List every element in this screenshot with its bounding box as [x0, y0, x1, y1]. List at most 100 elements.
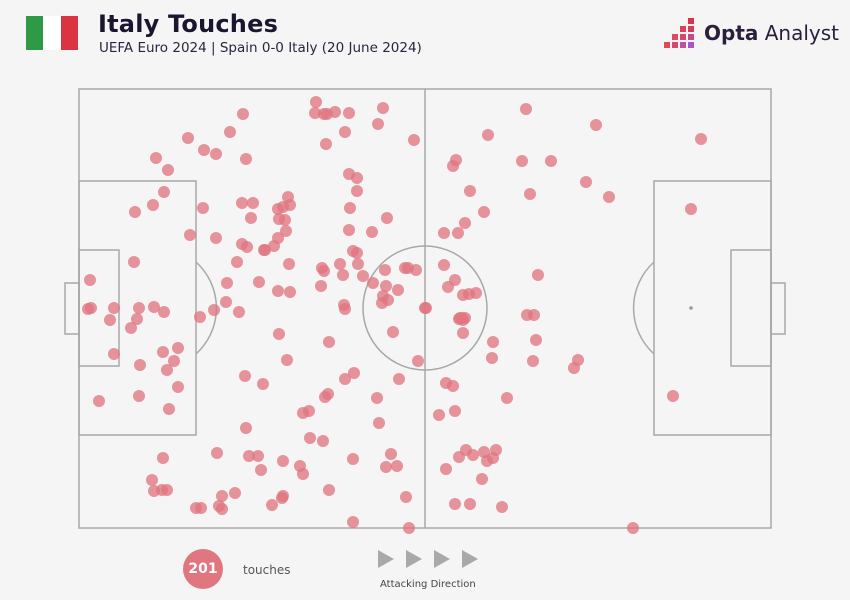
touch-dot [447, 380, 459, 392]
touch-dot [449, 405, 461, 417]
italy-flag-icon [26, 16, 78, 50]
touch-dot [309, 107, 321, 119]
touch-dot [272, 285, 284, 297]
touch-dot [283, 258, 295, 270]
right-penalty-arc [632, 261, 655, 355]
touch-dot [297, 468, 309, 480]
touch-dot [247, 197, 259, 209]
touch-dot [447, 160, 459, 172]
touch-dot [233, 306, 245, 318]
touch-dot [393, 373, 405, 385]
touch-dot [182, 132, 194, 144]
touch-dot [440, 463, 452, 475]
touch-dot [487, 452, 499, 464]
touch-dot [158, 186, 170, 198]
flag-red-stripe [60, 16, 78, 50]
touch-dot [524, 188, 536, 200]
touch-dot [410, 264, 422, 276]
touch-dot [464, 498, 476, 510]
touch-dot [568, 362, 580, 374]
opta-analyst-logo: Opta Analyst [664, 18, 839, 48]
touch-dot [412, 355, 424, 367]
touch-dot [387, 326, 399, 338]
touch-dot [194, 311, 206, 323]
touch-dot [146, 474, 158, 486]
touch-dot [148, 301, 160, 313]
touch-dot [695, 133, 707, 145]
touch-dot [486, 352, 498, 364]
touch-dot [478, 206, 490, 218]
touch-dot [258, 244, 270, 256]
brand-bold: Opta [704, 21, 759, 45]
touch-dot [352, 258, 364, 270]
touch-dot [211, 447, 223, 459]
touch-dot [243, 450, 255, 462]
touch-dot [168, 355, 180, 367]
touch-dot [210, 232, 222, 244]
touch-dot [208, 304, 220, 316]
touch-dot [128, 256, 140, 268]
touch-dot [85, 302, 97, 314]
touch-dot [351, 172, 363, 184]
touch-dot [252, 450, 264, 462]
touch-dot [231, 256, 243, 268]
touch-dot [603, 191, 615, 203]
touch-dot [297, 407, 309, 419]
right-goal [770, 282, 786, 335]
touch-dot [590, 119, 602, 131]
flag-white-stripe [43, 16, 61, 50]
touch-dot [516, 155, 528, 167]
touch-dot [380, 280, 392, 292]
touch-dot [108, 348, 120, 360]
touch-dot [210, 148, 222, 160]
touch-dot [372, 118, 384, 130]
touch-dot [532, 269, 544, 281]
touch-dot [392, 284, 404, 296]
touch-dot [224, 126, 236, 138]
touch-dot [530, 334, 542, 346]
touch-dot [157, 346, 169, 358]
touch-dot [163, 403, 175, 415]
touch-dot [580, 176, 592, 188]
touch-dot [279, 214, 291, 226]
touch-dot [239, 370, 251, 382]
touch-dot [315, 280, 327, 292]
touch-dot [190, 502, 202, 514]
touch-dot [438, 259, 450, 271]
touch-dot [134, 359, 146, 371]
touch-dot [337, 269, 349, 281]
touch-dot [266, 499, 278, 511]
touch-dot [273, 328, 285, 340]
touch-dot [464, 185, 476, 197]
touch-dot [482, 129, 494, 141]
centre-circle [362, 245, 488, 371]
touch-dot [391, 460, 403, 472]
touch-dot [476, 473, 488, 485]
touch-dot [371, 392, 383, 404]
touch-dot [221, 277, 233, 289]
touch-dots [82, 96, 707, 534]
touch-dot [161, 364, 173, 376]
touch-dot [304, 432, 316, 444]
touch-dot [527, 355, 539, 367]
touch-dot [501, 392, 513, 404]
brand-regular: Analyst [758, 21, 839, 45]
touch-dot [236, 238, 248, 250]
touch-dot [253, 276, 265, 288]
flag-green-stripe [26, 16, 44, 50]
touch-dot [380, 461, 392, 473]
touch-dot [467, 449, 479, 461]
touch-dot [496, 501, 508, 513]
play-arrow-icon [434, 550, 450, 568]
touch-dot [104, 314, 116, 326]
touch-dot [172, 381, 184, 393]
touch-dot [449, 498, 461, 510]
attacking-direction-label: Attacking Direction [380, 579, 476, 590]
touch-dot [133, 390, 145, 402]
touch-dot [172, 342, 184, 354]
touch-dot [236, 197, 248, 209]
touch-dot [400, 491, 412, 503]
touch-dot [442, 281, 454, 293]
touch-dot [329, 106, 341, 118]
attacking-direction-arrows [378, 550, 478, 568]
